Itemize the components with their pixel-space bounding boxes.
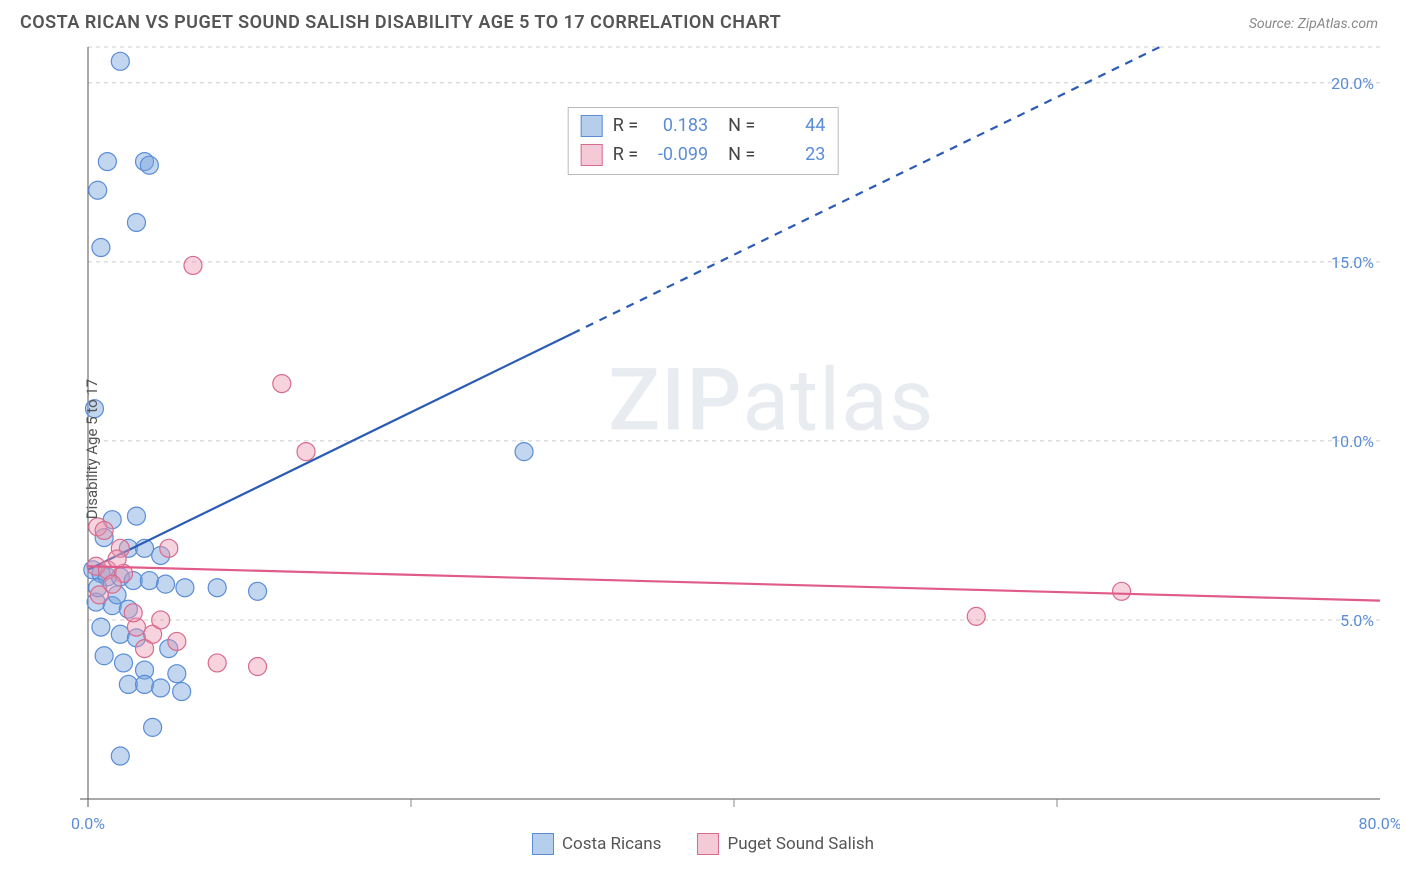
- chart-title: COSTA RICAN VS PUGET SOUND SALISH DISABI…: [20, 12, 1386, 33]
- swatch-pink-icon: [581, 144, 603, 166]
- label-n: N =: [728, 141, 755, 170]
- svg-text:0.0%: 0.0%: [71, 814, 105, 833]
- svg-text:80.0%: 80.0%: [1359, 814, 1400, 833]
- label-r: R =: [613, 112, 638, 141]
- svg-text:10.0%: 10.0%: [1331, 432, 1374, 451]
- stats-legend: R = 0.183 N = 44 R = -0.099 N = 23: [568, 107, 839, 175]
- svg-text:15.0%: 15.0%: [1331, 253, 1374, 272]
- value-n2: 23: [765, 141, 825, 170]
- value-r2: -0.099: [648, 141, 708, 170]
- legend-item-1: Costa Ricans: [532, 833, 661, 855]
- legend-item-2: Puget Sound Salish: [697, 833, 874, 855]
- label-r: R =: [613, 141, 638, 170]
- y-axis-label: Disability Age 5 to 17: [83, 379, 101, 519]
- source-label: Source: ZipAtlas.com: [1249, 16, 1378, 32]
- legend-label-2: Puget Sound Salish: [727, 834, 874, 854]
- swatch-pink-icon: [697, 833, 719, 855]
- svg-text:5.0%: 5.0%: [1340, 611, 1374, 630]
- label-n: N =: [728, 112, 755, 141]
- bottom-legend: Costa Ricans Puget Sound Salish: [532, 833, 874, 855]
- value-r1: 0.183: [648, 112, 708, 141]
- value-n1: 44: [765, 112, 825, 141]
- stats-row-2: R = -0.099 N = 23: [581, 141, 826, 170]
- swatch-blue-icon: [532, 833, 554, 855]
- swatch-blue-icon: [581, 115, 603, 137]
- stats-row-1: R = 0.183 N = 44: [581, 112, 826, 141]
- legend-label-1: Costa Ricans: [562, 834, 661, 854]
- svg-text:20.0%: 20.0%: [1331, 74, 1374, 93]
